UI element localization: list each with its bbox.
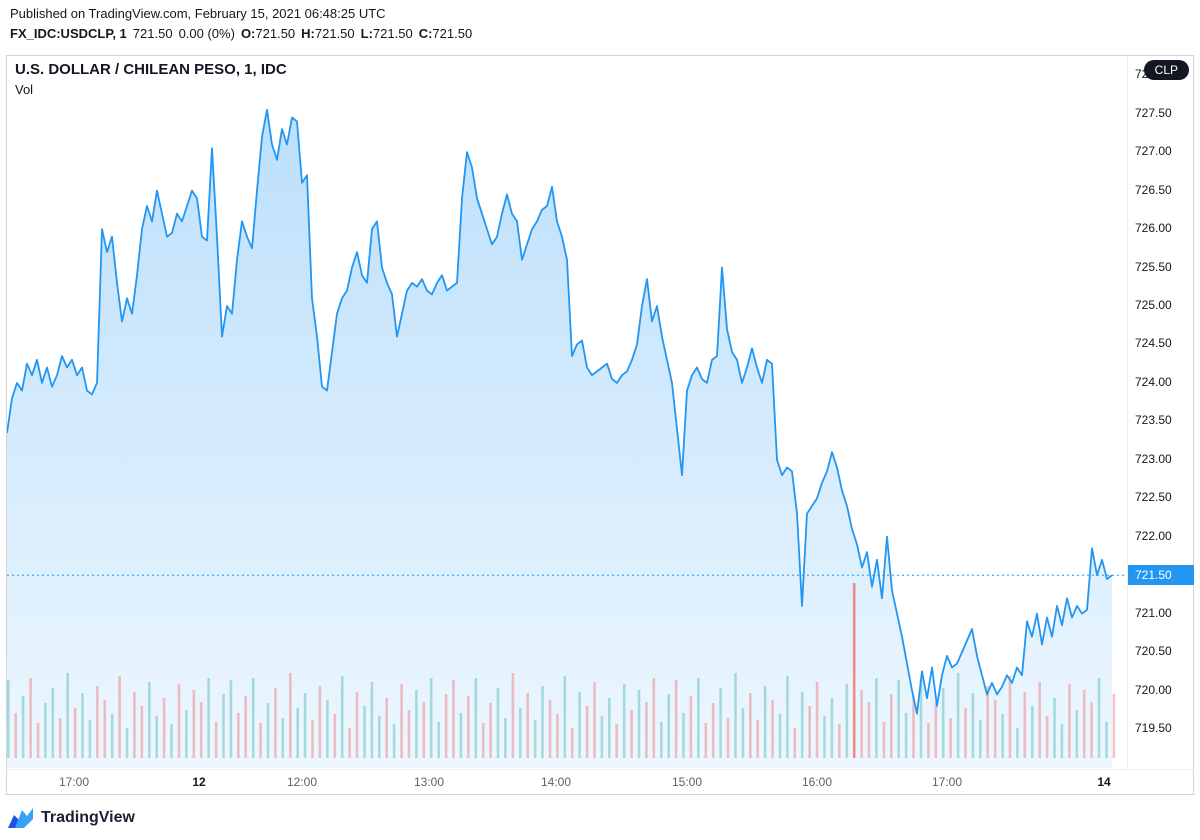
time-tick-label: 13:00: [413, 775, 445, 789]
time-tick-label: 14: [1097, 775, 1111, 789]
chart-container: U.S. DOLLAR / CHILEAN PESO, 1, IDC Vol 7…: [6, 55, 1194, 795]
time-tick-label: 15:00: [671, 775, 703, 789]
price-tick-label: 725.50: [1135, 260, 1172, 274]
current-price-badge: 721.50: [1128, 565, 1194, 585]
volume-bars: [7, 583, 1116, 758]
price-scale[interactable]: 721.50 728.00727.50727.00726.50726.00725…: [1127, 56, 1194, 769]
price-change: 0.00 (0%): [178, 26, 235, 41]
tradingview-footer-link[interactable]: TradingView: [8, 801, 135, 835]
price-tick-label: 724.50: [1135, 336, 1172, 350]
time-tick-label: 17:00: [931, 775, 963, 789]
time-scale[interactable]: 17:00 12 12:00 13:00 14:00 15:00 16:00 17:00 14: [7, 769, 1193, 794]
time-tick-label: 16:00: [801, 775, 833, 789]
close-value: C:721.50: [418, 26, 473, 41]
price-tick-label: 720.00: [1135, 683, 1172, 697]
low-value: L:721.50: [360, 26, 413, 41]
price-tick-label: 720.50: [1135, 644, 1172, 658]
price-tick-label: 722.00: [1135, 529, 1172, 543]
high-value: H:721.50: [301, 26, 355, 41]
price-tick-label: 727.00: [1135, 144, 1172, 158]
price-tick-label: 719.50: [1135, 721, 1172, 735]
price-tick-label: 723.00: [1135, 452, 1172, 466]
last-price: 721.50: [132, 26, 173, 41]
price-tick-label: 725.00: [1135, 298, 1172, 312]
price-line: [7, 108, 1113, 715]
price-tick-label: 722.50: [1135, 490, 1172, 504]
price-tick-label: 724.00: [1135, 375, 1172, 389]
time-tick-label: 14:00: [540, 775, 572, 789]
volume-indicator-label: Vol: [15, 82, 34, 97]
price-tick-label: 726.50: [1135, 183, 1172, 197]
time-tick-label: 17:00: [58, 775, 90, 789]
price-tick-label: 721.00: [1135, 606, 1172, 620]
tradingview-logo-icon: [8, 807, 34, 829]
published-line: Published on TradingView.com, February 1…: [10, 6, 386, 21]
time-tick-label: 12:00: [286, 775, 318, 789]
currency-badge[interactable]: CLP: [1143, 60, 1189, 80]
price-area-fill: [7, 109, 1112, 769]
price-tick-label: 726.00: [1135, 221, 1172, 235]
time-tick-label: 12: [192, 775, 206, 789]
symbol-name: FX_IDC:USDCLP, 1: [10, 26, 127, 41]
open-value: O:721.50: [240, 26, 296, 41]
chart-plot-area[interactable]: U.S. DOLLAR / CHILEAN PESO, 1, IDC Vol: [7, 56, 1127, 769]
chart-title: U.S. DOLLAR / CHILEAN PESO, 1, IDC: [15, 61, 287, 78]
tradingview-brand-text: TradingView: [41, 809, 135, 826]
price-tick-label: 727.50: [1135, 106, 1172, 120]
price-tick-label: 723.50: [1135, 413, 1172, 427]
symbol-info-bar: FX_IDC:USDCLP, 1 721.50 0.00 (0%) O:721.…: [10, 26, 472, 41]
price-chart-svg: [7, 108, 1127, 769]
